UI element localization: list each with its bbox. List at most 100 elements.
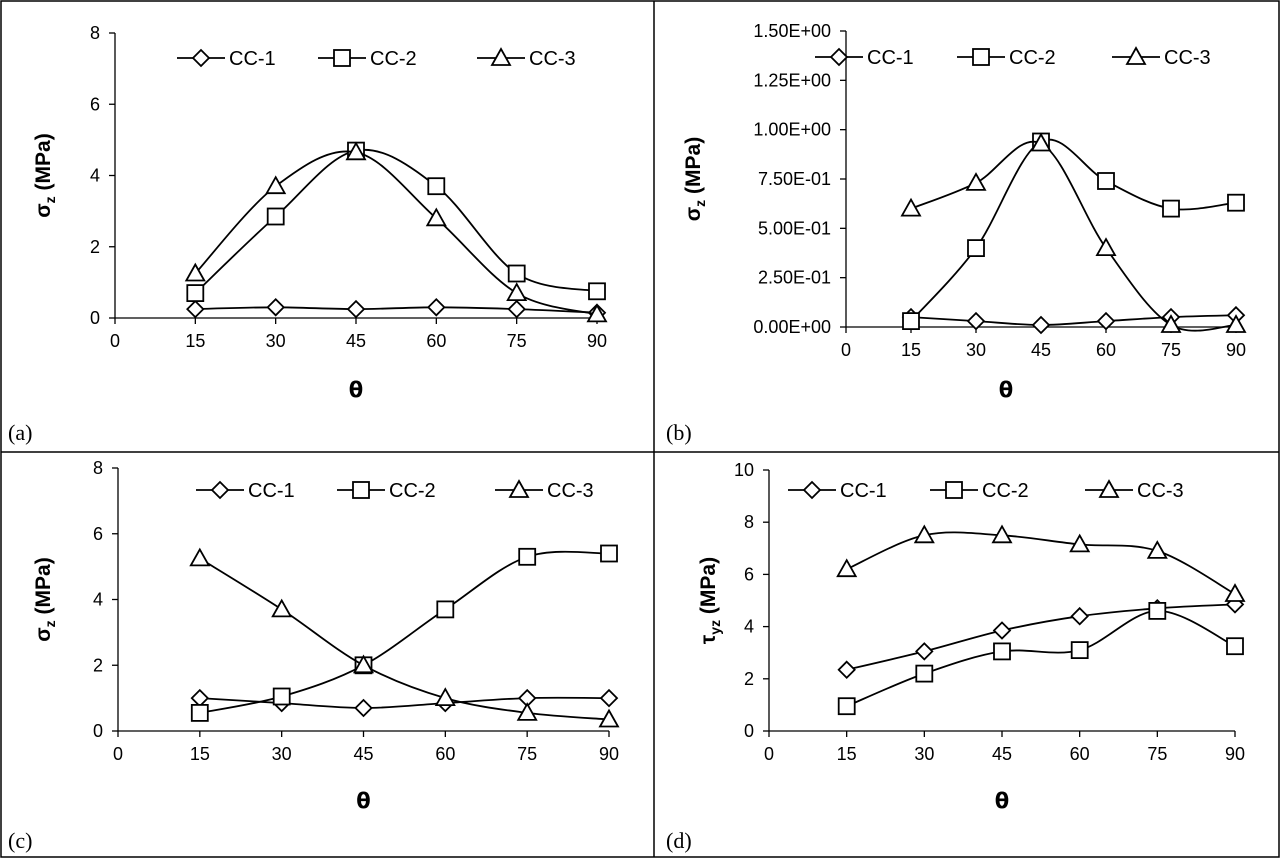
square-marker bbox=[1070, 641, 1089, 659]
legend-item: CC-2 bbox=[337, 480, 436, 502]
x-tick-label: 30 bbox=[966, 340, 986, 360]
legend: CC-1 CC-2 CC-3 bbox=[788, 479, 1184, 502]
legend-item: CC-1 bbox=[196, 480, 295, 502]
chart-panel-3: 0 2 4 6 8 0 15 30 45 60 75 90 θ σz (MPa) CC-1 CC-2 CC-3 (… bbox=[8, 458, 620, 853]
series-cc-2 bbox=[902, 132, 1245, 331]
triangle-marker bbox=[836, 558, 858, 578]
y-axis-label: σz (MPa) bbox=[682, 137, 708, 221]
diamond-marker bbox=[599, 688, 619, 708]
diamond-marker bbox=[190, 688, 210, 708]
square-marker bbox=[190, 704, 209, 722]
series-cc-2 bbox=[186, 141, 606, 303]
x-tick-label: 45 bbox=[346, 331, 366, 351]
square-marker bbox=[272, 687, 291, 706]
y-tick-label: 4 bbox=[744, 617, 754, 637]
chart-panel-2: 0.00E+00 2.50E-01 5.00E-01 7.50E-01 1.00E+00… bbox=[666, 21, 1247, 445]
x-tick-label: 90 bbox=[599, 744, 619, 764]
x-tick-label: 0 bbox=[841, 340, 851, 360]
series-line bbox=[194, 148, 598, 294]
legend-label: CC-2 bbox=[370, 48, 417, 70]
y-tick-label: 7.50E-01 bbox=[758, 169, 831, 189]
legend-item: CC-3 bbox=[1112, 46, 1211, 69]
triangle-marker bbox=[271, 598, 293, 618]
y-tick-label: 8 bbox=[93, 458, 103, 478]
legend-triangle-marker bbox=[1125, 46, 1147, 65]
x-tick-label: 60 bbox=[1070, 744, 1090, 764]
y-tick-label: 1.50E+00 bbox=[753, 21, 831, 41]
x-axis-label: θ bbox=[995, 789, 1009, 813]
triangle-marker bbox=[352, 654, 375, 674]
x-tick-label: 60 bbox=[1096, 340, 1116, 360]
square-marker bbox=[266, 207, 285, 226]
diamond-marker bbox=[1031, 315, 1051, 335]
square-marker bbox=[1148, 602, 1167, 620]
diamond-marker bbox=[837, 660, 856, 679]
triangle-marker bbox=[913, 524, 935, 544]
triangle-marker bbox=[1095, 237, 1117, 257]
legend-item: CC-1 bbox=[788, 480, 887, 502]
legend-label: CC-2 bbox=[389, 480, 436, 502]
square-marker bbox=[186, 284, 205, 303]
series-cc-1 bbox=[837, 595, 1245, 679]
legend-diamond-marker bbox=[802, 480, 822, 500]
square-marker bbox=[837, 697, 856, 716]
triangle-marker bbox=[991, 524, 1013, 544]
series-line bbox=[199, 557, 610, 721]
legend-label: CC-1 bbox=[840, 480, 887, 502]
triangle-marker bbox=[434, 687, 456, 706]
y-tick-label: 2 bbox=[744, 669, 754, 689]
square-marker bbox=[915, 664, 934, 683]
x-tick-label: 90 bbox=[1225, 744, 1245, 764]
y-tick-label: 10 bbox=[734, 460, 754, 480]
square-marker bbox=[427, 177, 446, 196]
x-tick-label: 0 bbox=[113, 744, 123, 764]
x-tick-label: 90 bbox=[1226, 340, 1246, 360]
triangle-marker bbox=[1030, 132, 1052, 152]
legend: CC-1 CC-2 CC-3 bbox=[196, 479, 594, 502]
x-tick-label: 30 bbox=[914, 744, 934, 764]
legend: CC-1 CC-2 CC-3 bbox=[815, 46, 1211, 69]
y-axis-label: σz (MPa) bbox=[32, 133, 58, 217]
legend-item: CC-2 bbox=[930, 480, 1029, 502]
square-marker bbox=[1097, 172, 1115, 190]
triangle-marker bbox=[586, 303, 608, 323]
series-line bbox=[846, 531, 1236, 595]
x-tick-label: 0 bbox=[764, 744, 774, 764]
triangle-marker bbox=[1225, 314, 1247, 333]
diamond-marker bbox=[427, 298, 446, 317]
legend-item: CC-3 bbox=[495, 479, 594, 502]
x-tick-label: 30 bbox=[266, 331, 286, 351]
y-tick-label: 0 bbox=[93, 721, 103, 741]
legend-label: CC-3 bbox=[529, 48, 576, 70]
triangle-marker bbox=[598, 708, 620, 728]
series-cc-3 bbox=[184, 141, 608, 323]
y-tick-label: 6 bbox=[90, 94, 100, 114]
square-marker bbox=[588, 282, 606, 301]
y-tick-label: 2 bbox=[93, 655, 103, 675]
triangle-marker bbox=[184, 262, 206, 282]
legend-item: CC-3 bbox=[477, 47, 576, 70]
legend-triangle-marker bbox=[1098, 479, 1120, 498]
y-tick-label: 6 bbox=[744, 564, 754, 584]
square-marker bbox=[1226, 637, 1244, 656]
legend-item: CC-1 bbox=[177, 48, 276, 70]
x-tick-label: 15 bbox=[837, 744, 857, 764]
panel-label: (a) bbox=[8, 420, 32, 445]
legend-label: CC-3 bbox=[547, 480, 594, 502]
legend-diamond-marker bbox=[210, 480, 230, 500]
square-marker bbox=[1162, 199, 1180, 218]
square-marker bbox=[967, 239, 985, 258]
panel-label: (d) bbox=[666, 828, 692, 853]
series-cc-1 bbox=[901, 305, 1246, 335]
x-tick-label: 60 bbox=[435, 744, 455, 764]
square-marker bbox=[518, 547, 537, 566]
triangle-marker bbox=[506, 282, 528, 302]
y-tick-label: 2 bbox=[90, 237, 100, 257]
legend-square-marker bbox=[333, 49, 351, 67]
series-line bbox=[910, 138, 1237, 322]
square-marker bbox=[436, 600, 455, 619]
diamond-marker bbox=[992, 621, 1012, 640]
